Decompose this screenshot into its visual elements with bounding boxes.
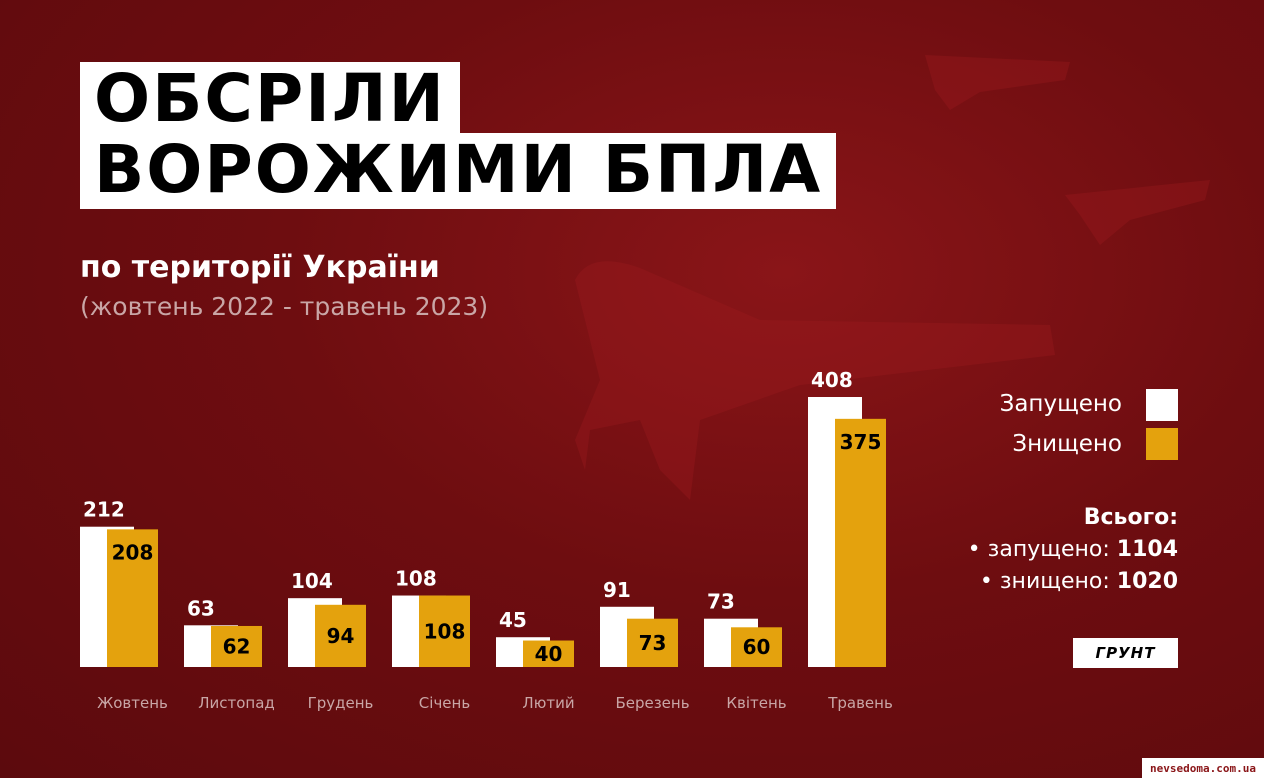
bar-destroyed [835,418,886,667]
totals-launched-label: запущено: [987,537,1110,562]
bar-destroyed [523,640,574,667]
data-label-launched: 73 [707,590,735,614]
bullet-icon: • [967,537,988,562]
totals-launched: • запущено: 1104 [968,537,1178,562]
data-label-launched: 63 [187,596,215,620]
bar-destroyed [107,529,158,667]
bar-destroyed [419,595,470,667]
data-label-destroyed: 208 [112,540,154,564]
legend-label-destroyed: Знищено [1012,431,1122,457]
x-tick-label: Лютий [522,694,574,712]
x-tick-label: Квітень [726,694,786,712]
watermark: nevsedoma.com.ua [1142,758,1264,778]
bar-destroyed [211,625,262,667]
x-tick-label: Травень [827,694,893,712]
bar-destroyed [731,627,782,667]
x-tick-label: Грудень [308,694,374,712]
x-tick-label: Листопад [198,694,275,712]
totals-launched-value: 1104 [1116,537,1178,562]
x-tick-label: Березень [615,694,689,712]
title-line-1: ОБСРІЛИ [80,62,460,138]
data-label-destroyed: 94 [327,624,355,648]
data-label-destroyed: 375 [840,430,882,454]
bar-destroyed [627,618,678,667]
data-label-destroyed: 62 [223,634,251,658]
bar-destroyed [315,604,366,667]
data-label-destroyed: 73 [639,631,667,655]
bullet-icon: • [979,569,1000,594]
brand-logo: ГРУНТ [1073,638,1178,668]
legend-swatch-launched [1146,389,1178,421]
period: (жовтень 2022 - травень 2023) [80,292,489,321]
x-tick-label: Жовтень [97,694,168,712]
totals-destroyed-value: 1020 [1116,569,1178,594]
data-label-launched: 212 [83,498,125,522]
data-label-destroyed: 60 [743,635,771,659]
legend-label-launched: Запущено [999,391,1122,417]
totals-destroyed-label: знищено: [999,569,1110,594]
totals-heading: Всього: [1083,505,1178,530]
data-label-destroyed: 108 [424,619,466,643]
data-label-destroyed: 40 [535,642,563,666]
data-label-launched: 45 [499,608,527,632]
title-line-2: ВОРОЖИМИ БПЛА [80,133,837,209]
data-label-launched: 108 [395,567,437,591]
legend-swatch-destroyed [1146,428,1178,460]
subtitle: по території України [80,250,440,285]
data-label-launched: 91 [603,578,631,602]
totals-destroyed: • знищено: 1020 [980,569,1178,594]
data-label-launched: 408 [811,368,853,392]
x-tick-label: Січень [419,694,470,712]
data-label-launched: 104 [291,569,333,593]
